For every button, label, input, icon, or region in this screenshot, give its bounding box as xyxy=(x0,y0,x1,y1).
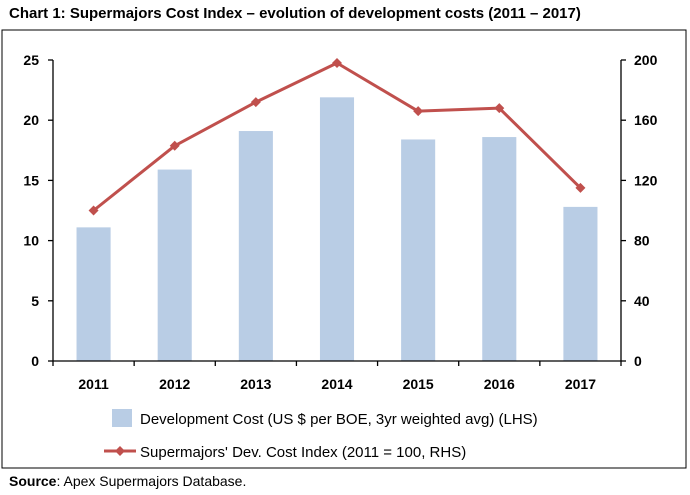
bar-2012 xyxy=(157,169,192,361)
bar-2013 xyxy=(238,131,273,361)
y-left-tick-label: 25 xyxy=(23,52,39,68)
y-right-tick-label: 120 xyxy=(634,172,658,188)
y-left-tick-label: 0 xyxy=(31,353,39,369)
index-point-2014 xyxy=(332,58,342,69)
index-point-2011 xyxy=(88,205,99,216)
bar-2017 xyxy=(563,206,598,361)
index-point-2012 xyxy=(169,140,180,151)
y-left-tick-label: 15 xyxy=(23,172,39,188)
bar-2015 xyxy=(401,139,436,361)
legend-label-bar: Development Cost (US $ per BOE, 3yr weig… xyxy=(140,411,538,428)
source-text: : Apex Supermajors Database. xyxy=(56,473,247,489)
bars-layer xyxy=(76,97,598,361)
y-right-tick-label: 40 xyxy=(634,293,650,309)
legend-swatch-bar xyxy=(112,409,132,427)
source-label: Source xyxy=(9,473,57,489)
legend-label-line: Supermajors' Dev. Cost Index (2011 = 100… xyxy=(140,444,466,461)
y-right-tick-label: 80 xyxy=(634,233,650,249)
legend: Development Cost (US $ per BOE, 3yr weig… xyxy=(104,409,538,461)
index-point-2016 xyxy=(494,103,505,114)
index-point-2015 xyxy=(413,106,424,117)
bar-2016 xyxy=(482,137,517,361)
x-tick-label-2012: 2012 xyxy=(159,376,190,392)
chart-title: Chart 1: Supermajors Cost Index – evolut… xyxy=(9,5,581,22)
axes-layer: 0 5 10 15 20 25 0 40 80 120 160 200 2011 2012 2013 2014… xyxy=(23,52,657,392)
x-tick-label-2011: 2011 xyxy=(78,376,109,392)
index-point-2017 xyxy=(575,182,586,193)
x-tick-label-2016: 2016 xyxy=(484,376,515,392)
y-right-tick-label: 160 xyxy=(634,112,658,128)
x-tick-label-2013: 2013 xyxy=(240,376,271,392)
legend-marker-line xyxy=(115,446,125,456)
index-point-2013 xyxy=(250,97,261,108)
y-left-tick-label: 10 xyxy=(23,233,39,249)
y-right-tick-label: 200 xyxy=(634,52,658,68)
y-left-tick-label: 20 xyxy=(23,112,39,128)
y-right-tick-label: 0 xyxy=(634,353,642,369)
x-tick-label-2017: 2017 xyxy=(565,376,596,392)
source-note: Source: Apex Supermajors Database. xyxy=(9,473,246,489)
chart-frame xyxy=(1,29,687,469)
x-tick-label-2015: 2015 xyxy=(403,376,434,392)
line-layer xyxy=(88,58,586,216)
y-left-tick-label: 5 xyxy=(31,293,39,309)
x-tick-label-2014: 2014 xyxy=(321,376,352,392)
bar-2014 xyxy=(319,97,355,361)
bar-2011 xyxy=(76,227,111,361)
